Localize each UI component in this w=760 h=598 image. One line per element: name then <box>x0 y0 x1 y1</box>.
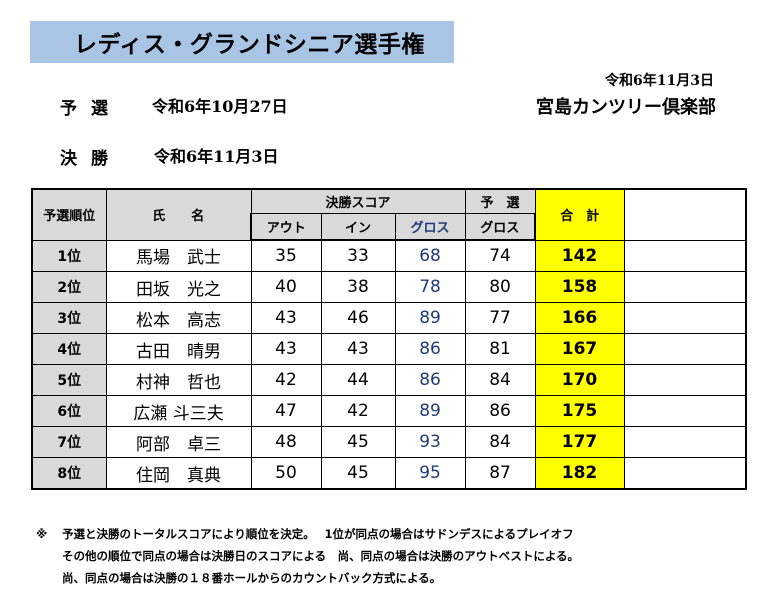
prelim-gross-cell: 87 <box>464 457 536 490</box>
gross-cell: 86 <box>394 364 466 396</box>
in-cell: 46 <box>320 302 396 334</box>
prelim-gross-cell: 84 <box>464 364 536 396</box>
out-cell: 47 <box>250 395 322 427</box>
table-row: 5位 村神 哲也 42 44 86 84 170 <box>31 364 748 396</box>
out-cell: 43 <box>250 333 322 365</box>
gross-cell: 86 <box>394 333 466 365</box>
prelim-gross-cell: 80 <box>464 271 536 303</box>
header-rank: 予選順位 <box>31 188 107 241</box>
header-prelim: 予 選 <box>464 188 536 214</box>
rank-cell: 8位 <box>31 457 107 490</box>
schedule-date-final: 令和6年11月3日 <box>154 147 279 166</box>
gross-cell: 89 <box>394 302 466 334</box>
total-cell: 166 <box>534 302 625 334</box>
blank-cell <box>623 239 748 272</box>
name-cell: 村神 哲也 <box>105 364 252 396</box>
in-cell: 33 <box>320 239 396 272</box>
total-cell: 142 <box>534 239 625 272</box>
rank-cell: 6位 <box>31 395 107 427</box>
schedule-date-prelim: 令和6年10月27日 <box>152 97 288 116</box>
results-table: 予選順位 氏 名 決勝スコア 予 選 合 計 アウト イン グロス グロス 1位… <box>31 188 748 490</box>
schedule-label-prelim: 予選 <box>60 99 122 119</box>
header-gross: グロス <box>394 213 466 241</box>
rank-cell: 3位 <box>31 302 107 334</box>
notes: ※ 予選と決勝のトータルスコアにより順位を決定。 1位が同点の場合はサドンデスによ… <box>36 523 579 589</box>
header-prelim-gross: グロス <box>464 213 537 241</box>
total-cell: 167 <box>534 333 625 365</box>
gross-cell: 89 <box>394 395 466 427</box>
header-final-score: 決勝スコア <box>250 188 466 214</box>
total-cell: 175 <box>534 395 625 427</box>
blank-cell <box>623 457 748 490</box>
rank-cell: 5位 <box>31 364 107 396</box>
prelim-gross-cell: 86 <box>464 395 536 427</box>
title-banner: レディス・グランドシニア選手権 <box>30 21 454 63</box>
header-date: 令和6年11月3日 <box>605 73 714 89</box>
total-cell: 158 <box>534 271 625 303</box>
total-cell: 177 <box>534 426 625 458</box>
note-mark: ※ <box>36 527 48 541</box>
rank-cell: 2位 <box>31 271 107 303</box>
out-cell: 48 <box>250 426 322 458</box>
table-row: 3位 松本 高志 43 46 89 77 166 <box>31 302 748 334</box>
table-row: 7位 阿部 卓三 48 45 93 84 177 <box>31 426 748 458</box>
prelim-gross-cell: 81 <box>464 333 536 365</box>
blank-cell <box>623 333 748 365</box>
rank-cell: 7位 <box>31 426 107 458</box>
table-row: 4位 古田 晴男 43 43 86 81 167 <box>31 333 748 365</box>
name-cell: 住岡 真典 <box>105 457 252 490</box>
in-cell: 43 <box>320 333 396 365</box>
out-cell: 43 <box>250 302 322 334</box>
note-line-3: 尚、同点の場合は決勝の１８番ホールからのカウントバック方式による。 <box>62 571 442 585</box>
name-cell: 松本 高志 <box>105 302 252 334</box>
header-row-1: 予選順位 氏 名 決勝スコア 予 選 合 計 <box>31 188 748 241</box>
prelim-gross-cell: 84 <box>464 426 536 458</box>
blank-cell <box>623 395 748 427</box>
blank-cell <box>623 426 748 458</box>
note-line-1: 予選と決勝のトータルスコアにより順位を決定。 1位が同点の場合はサドンデスによる… <box>62 527 574 541</box>
gross-cell: 78 <box>394 271 466 303</box>
rank-cell: 1位 <box>31 239 107 272</box>
total-cell: 170 <box>534 364 625 396</box>
name-cell: 阿部 卓三 <box>105 426 252 458</box>
header-name: 氏 名 <box>105 188 252 241</box>
in-cell: 42 <box>320 395 396 427</box>
header-out: アウト <box>250 213 322 241</box>
in-cell: 38 <box>320 271 396 303</box>
prelim-gross-cell: 77 <box>464 302 536 334</box>
blank-cell <box>623 302 748 334</box>
page-title: レディス・グランドシニア選手権 <box>74 31 425 58</box>
note-line-2: その他の順位で同点の場合は決勝日のスコアによる 尚、同点の場合は決勝のアウトベス… <box>62 549 580 563</box>
name-cell: 田坂 光之 <box>105 271 252 303</box>
in-cell: 45 <box>320 426 396 458</box>
header-in: イン <box>320 213 396 241</box>
blank-cell <box>623 364 748 396</box>
name-cell: 広瀬 斗三夫 <box>105 395 252 427</box>
out-cell: 40 <box>250 271 322 303</box>
out-cell: 35 <box>250 239 322 272</box>
prelim-gross-cell: 74 <box>464 239 536 272</box>
table-row: 1位 馬場 武士 35 33 68 74 142 <box>31 239 748 272</box>
out-cell: 50 <box>250 457 322 490</box>
gross-cell: 93 <box>394 426 466 458</box>
header-total: 合 計 <box>534 188 625 241</box>
table-row: 2位 田坂 光之 40 38 78 80 158 <box>31 271 748 303</box>
header-row-2: アウト イン グロス グロス <box>32 213 746 241</box>
name-cell: 古田 晴男 <box>105 333 252 365</box>
gross-cell: 95 <box>394 457 466 490</box>
out-cell: 42 <box>250 364 322 396</box>
name-cell: 馬場 武士 <box>105 239 252 272</box>
table-row: 6位 広瀬 斗三夫 47 42 89 86 175 <box>31 395 748 427</box>
in-cell: 44 <box>320 364 396 396</box>
club-name: 宮島カンツリー倶楽部 <box>536 97 716 118</box>
in-cell: 45 <box>320 457 396 490</box>
table-row: 8位 住岡 真典 50 45 95 87 182 <box>31 457 748 490</box>
header-blank <box>623 188 748 241</box>
rank-cell: 4位 <box>31 333 107 365</box>
total-cell: 182 <box>534 457 625 490</box>
schedule-label-final: 決勝 <box>60 149 122 169</box>
gross-cell: 68 <box>394 239 466 272</box>
blank-cell <box>623 271 748 303</box>
